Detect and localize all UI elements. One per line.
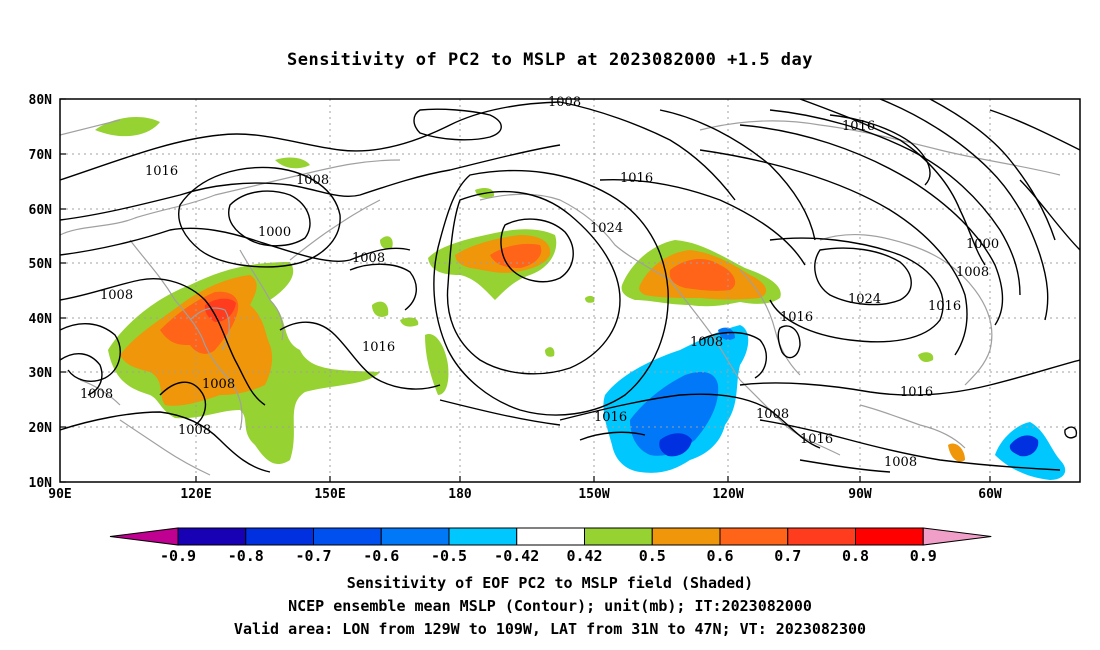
lat-tick-label: 70N bbox=[29, 148, 53, 163]
contour-label: 1024 bbox=[590, 221, 623, 236]
colorbar-label: -0.8 bbox=[228, 547, 264, 565]
contour-label: 1016 bbox=[780, 310, 813, 325]
green-patch-na-interior bbox=[545, 347, 555, 357]
colorbar-box bbox=[651, 527, 721, 546]
contour-label: 1008 bbox=[956, 265, 989, 280]
colorbar-label: -0.9 bbox=[160, 547, 196, 565]
longitude-labels: 90E 120E 150E 180 150W 120W 90W 60W bbox=[48, 487, 1002, 502]
colorbar-label: -0.42 bbox=[494, 547, 539, 565]
lat-tick-label: 80N bbox=[29, 93, 53, 108]
contour-label: 1008 bbox=[100, 288, 133, 303]
colorbar-box bbox=[245, 527, 314, 546]
contour-label: 1016 bbox=[800, 432, 833, 447]
contour-label: 1008 bbox=[202, 377, 235, 392]
colorbar-label: -0.7 bbox=[295, 547, 331, 565]
green-patch-siberia bbox=[275, 157, 310, 169]
mslp-contours bbox=[60, 99, 1080, 473]
lon-tick-label: 120W bbox=[712, 487, 743, 502]
colorbar-label: 0.6 bbox=[706, 547, 733, 565]
colorbar-box bbox=[313, 527, 382, 546]
contour-label-group: 1008 1016 1016 1016 1008 1000 1008 1024 … bbox=[80, 95, 999, 470]
colorbar-box bbox=[177, 527, 247, 546]
lat-tick-label: 30N bbox=[29, 366, 53, 381]
negative-region-atlantic-blue bbox=[1009, 435, 1039, 457]
lat-tick-label: 50N bbox=[29, 257, 53, 272]
green-patch-pacific-c bbox=[425, 334, 449, 395]
coastline-layer bbox=[60, 119, 1061, 476]
colorbar-box bbox=[855, 527, 924, 546]
lon-tick-label: 150W bbox=[578, 487, 609, 502]
contour-label: 1008 bbox=[756, 407, 789, 422]
colorbar-label: 0.5 bbox=[639, 547, 666, 565]
lon-tick-label: 60W bbox=[978, 487, 1002, 502]
positive-region-goa-darkorange bbox=[490, 243, 542, 268]
contour-label: 1016 bbox=[620, 171, 653, 186]
contour-label: 1016 bbox=[145, 164, 178, 179]
green-patch-aleutian bbox=[380, 236, 393, 249]
contour-label: 1016 bbox=[594, 410, 627, 425]
contour-label: 1016 bbox=[842, 119, 875, 134]
colorbar-label: 0.9 bbox=[910, 547, 937, 565]
lat-tick-label: 10N bbox=[29, 476, 53, 491]
contour-label: 1008 bbox=[178, 423, 211, 438]
contour-label: 1008 bbox=[352, 251, 385, 266]
contour-label: 1008 bbox=[296, 173, 329, 188]
lon-tick-label: 90E bbox=[48, 487, 71, 502]
green-patch-atlantic bbox=[918, 352, 934, 363]
contour-label: 1008 bbox=[548, 95, 581, 110]
lat-tick-label: 20N bbox=[29, 421, 53, 436]
tick-marks bbox=[60, 98, 991, 483]
positive-region-na-darkorange bbox=[669, 258, 736, 291]
contour-label: 1000 bbox=[258, 225, 291, 240]
contour-label: 1024 bbox=[848, 292, 881, 307]
lon-tick-label: 150E bbox=[314, 487, 345, 502]
colorbar-box bbox=[448, 527, 518, 546]
negative-region-mexico-blue bbox=[630, 372, 719, 456]
caption-valid-area: Valid area: LON from 129W to 109W, LAT f… bbox=[233, 620, 867, 638]
contour-label: 1016 bbox=[900, 385, 933, 400]
contour-label: 1008 bbox=[80, 387, 113, 402]
green-patch-pacific-a bbox=[372, 301, 389, 317]
green-patch-caribbean bbox=[948, 443, 965, 462]
colorbar-label: 0.42 bbox=[566, 547, 602, 565]
contour-label: 1016 bbox=[362, 340, 395, 355]
colorbar-box bbox=[584, 527, 653, 546]
colorbar-label: -0.6 bbox=[363, 547, 399, 565]
lon-tick-label: 180 bbox=[448, 487, 472, 502]
map-title: Sensitivity of PC2 to MSLP at 2023082000… bbox=[286, 50, 813, 70]
contour-label: 1016 bbox=[928, 299, 961, 314]
lon-tick-label: 120E bbox=[180, 487, 211, 502]
caption-contour: NCEP ensemble mean MSLP (Contour); unit(… bbox=[288, 597, 812, 615]
lon-tick-label: 90W bbox=[848, 487, 872, 502]
colorbar-arrow-high bbox=[922, 527, 992, 546]
negative-region-gulf-b bbox=[718, 327, 735, 340]
contour-label: 1008 bbox=[884, 455, 917, 470]
colorbar-box bbox=[719, 527, 789, 546]
colorbar-box bbox=[787, 527, 856, 546]
latitude-labels: 80N 70N 60N 50N 40N 30N 20N 10N bbox=[29, 93, 53, 491]
lat-tick-label: 60N bbox=[29, 203, 53, 218]
plot-frame bbox=[59, 98, 1081, 483]
colorbar: -0.9 -0.8 -0.7 -0.6 -0.5 -0.42 0.42 0.5 0.6 0.7 0.… bbox=[109, 527, 992, 565]
colorbar-box bbox=[516, 527, 585, 546]
colorbar-label: 0.8 bbox=[842, 547, 869, 565]
colorbar-arrow-low bbox=[109, 527, 179, 546]
colorbar-label: -0.5 bbox=[431, 547, 467, 565]
green-patch-arctic bbox=[95, 116, 160, 137]
lat-tick-label: 40N bbox=[29, 312, 53, 327]
negative-region-mexico-darkblue bbox=[659, 433, 692, 457]
contour-label: 1008 bbox=[690, 335, 723, 350]
caption-shaded: Sensitivity of EOF PC2 to MSLP field (Sh… bbox=[346, 574, 754, 592]
contour-label: 1000 bbox=[966, 237, 999, 252]
colorbar-label: 0.7 bbox=[774, 547, 801, 565]
green-patch-na-b bbox=[585, 295, 595, 303]
green-patch-pacific-b bbox=[400, 317, 419, 327]
colorbar-box bbox=[380, 527, 450, 546]
